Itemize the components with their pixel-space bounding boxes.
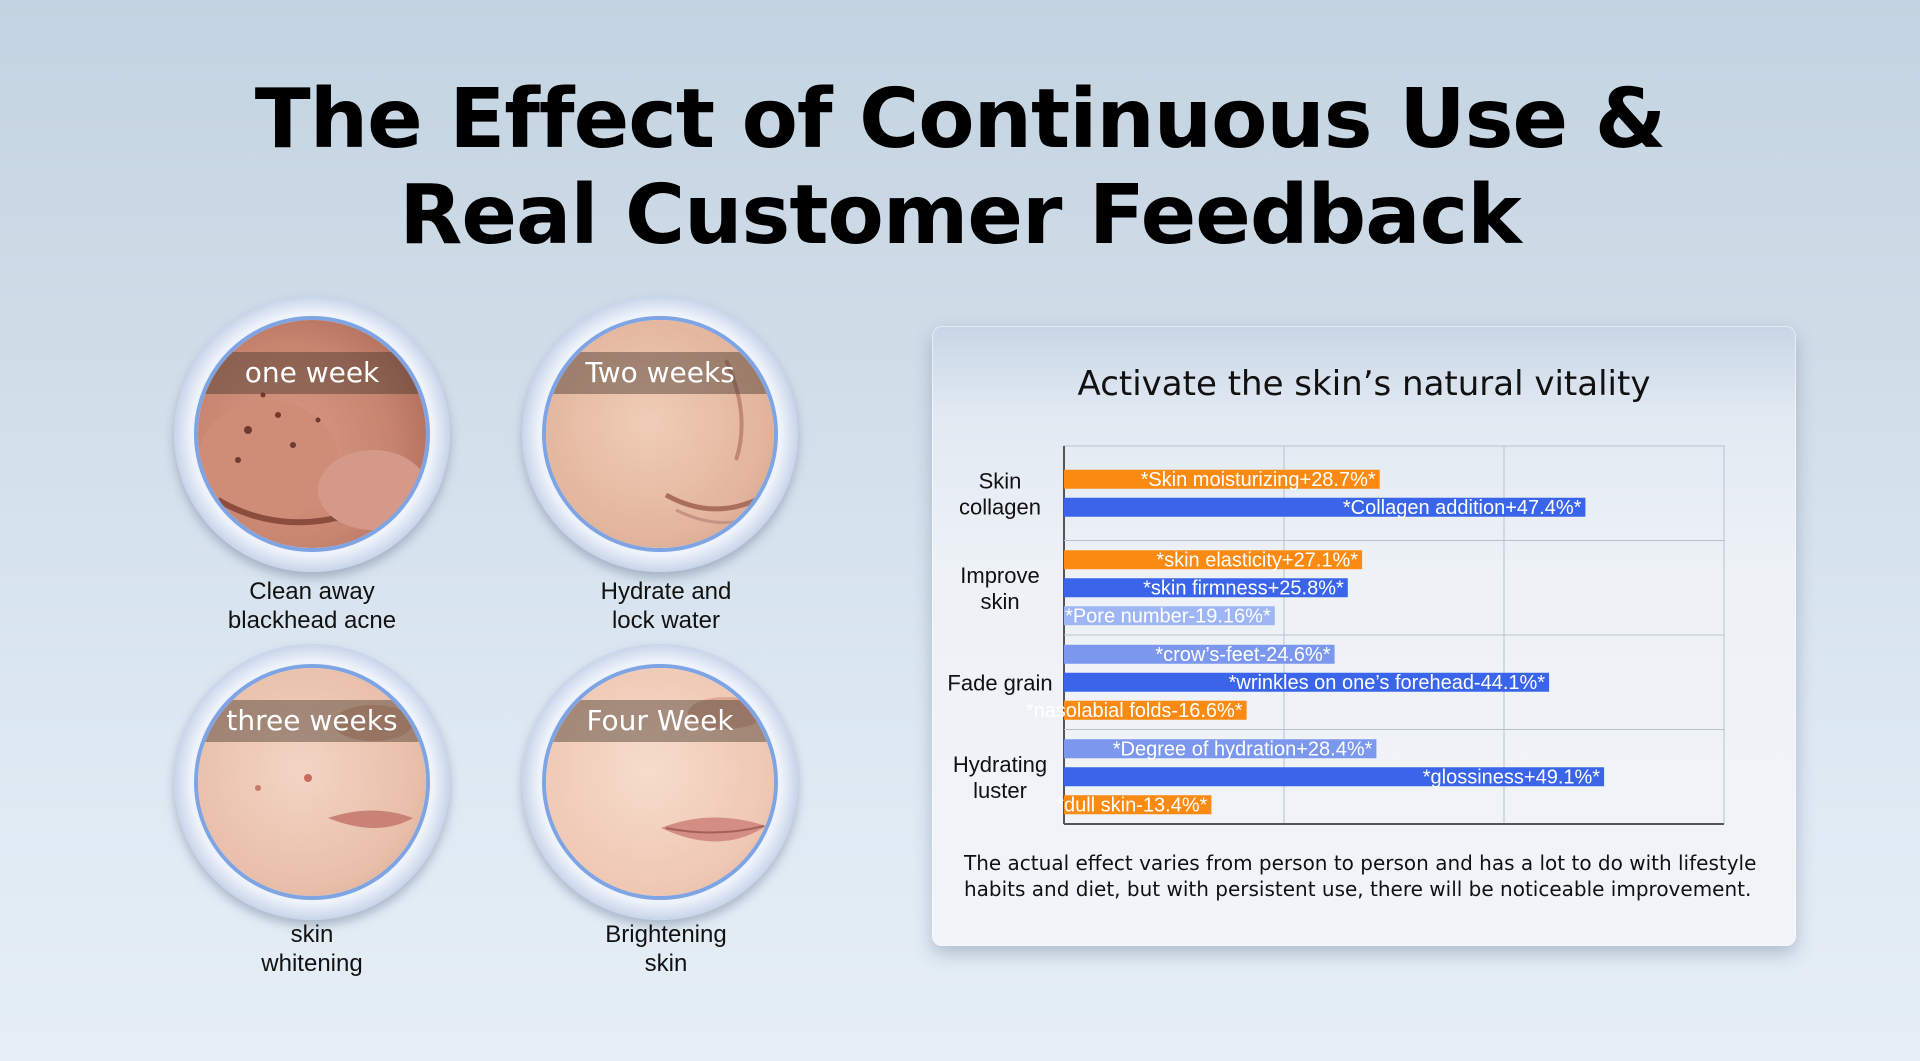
data-label: *skin elasticity+27.1%* — [1156, 549, 1358, 571]
category-label: collagen — [959, 494, 1041, 519]
stage-caption: Hydrate and lock water — [528, 577, 804, 635]
category-label: luster — [973, 778, 1027, 803]
week-label: three weeks — [226, 704, 398, 737]
caption-line: Hydrate and — [600, 578, 732, 605]
chart-title: Activate the skin’s natural vitality — [1077, 364, 1651, 404]
caption-line: lock water — [611, 607, 721, 634]
week-band — [198, 700, 426, 742]
chart-panel: Activate the skin’s natural vitality Ski… — [932, 326, 1796, 946]
data-label: *glossiness+49.1%* — [1423, 766, 1601, 788]
disclaimer-note: The actual effect varies from person to … — [964, 850, 1784, 902]
stage-four-week: Four Week — [522, 644, 798, 920]
data-label: *dull skin-13.4%* — [1056, 794, 1207, 816]
stage-caption: Clean away blackhead acne — [174, 577, 450, 635]
category-label: Skin — [979, 468, 1022, 493]
bar — [1064, 469, 1380, 489]
data-label: *wrinkles on one’s forehead-44.1%* — [1229, 672, 1546, 694]
stage-two-weeks: Two weeks — [522, 296, 798, 572]
note-line: The actual effect varies from person to … — [964, 851, 1757, 875]
skin-photo-nose: one week — [194, 316, 430, 552]
caption-line: whitening — [261, 950, 363, 977]
page-title: The Effect of Continuous Use & Real Cust… — [0, 72, 1920, 264]
category-label: Fade grain — [947, 670, 1052, 695]
caption-line: skin — [644, 950, 688, 977]
category-label: Improve — [960, 563, 1039, 588]
caption-line: Clean away — [249, 578, 375, 605]
week-label: Four Week — [586, 704, 734, 737]
title-line-2: Real Customer Feedback — [399, 168, 1521, 263]
title-line-1: The Effect of Continuous Use & — [254, 72, 1666, 167]
bar — [1064, 606, 1275, 626]
data-label: *nasolabial folds-16.6%* — [1026, 700, 1243, 722]
skin-photo-lips: Four Week — [542, 664, 778, 900]
caption-line: skin — [290, 921, 334, 948]
stage-caption: skin whitening — [174, 920, 450, 978]
caption-line: blackhead acne — [227, 607, 397, 634]
week-band — [198, 352, 426, 394]
note-line: habits and diet, but with persistent use… — [964, 877, 1752, 901]
week-label: Two weeks — [585, 356, 735, 389]
data-label: *Collagen addition+47.4%* — [1343, 497, 1582, 519]
data-label: *Skin moisturizing+28.7%* — [1141, 469, 1376, 491]
stage-caption: Brightening skin — [528, 920, 804, 978]
data-label: *Pore number-19.16%* — [1065, 605, 1271, 627]
bar — [1064, 497, 1586, 517]
bar — [1064, 739, 1377, 759]
week-band — [546, 700, 774, 742]
bar — [1064, 700, 1247, 720]
data-label: *Degree of hydration+28.4%* — [1113, 738, 1373, 760]
data-label: *crow’s-feet-24.6%* — [1155, 644, 1330, 666]
category-label: Hydrating — [953, 752, 1047, 777]
skin-photo-cheek: Two weeks — [542, 316, 778, 552]
data-label: *skin firmness+25.8%* — [1143, 577, 1344, 599]
bar — [1064, 795, 1212, 815]
stage-one-week: one week — [174, 296, 450, 572]
bar — [1064, 767, 1605, 787]
week-band — [546, 352, 774, 394]
stage-three-weeks: three weeks — [174, 644, 450, 920]
bar — [1064, 644, 1335, 664]
skin-photo-mouth: three weeks — [194, 664, 430, 900]
caption-line: Brightening — [605, 921, 727, 948]
bar — [1064, 578, 1348, 598]
week-label: one week — [244, 356, 380, 389]
bar — [1064, 672, 1550, 692]
bar — [1064, 550, 1363, 570]
category-label: skin — [980, 589, 1019, 614]
